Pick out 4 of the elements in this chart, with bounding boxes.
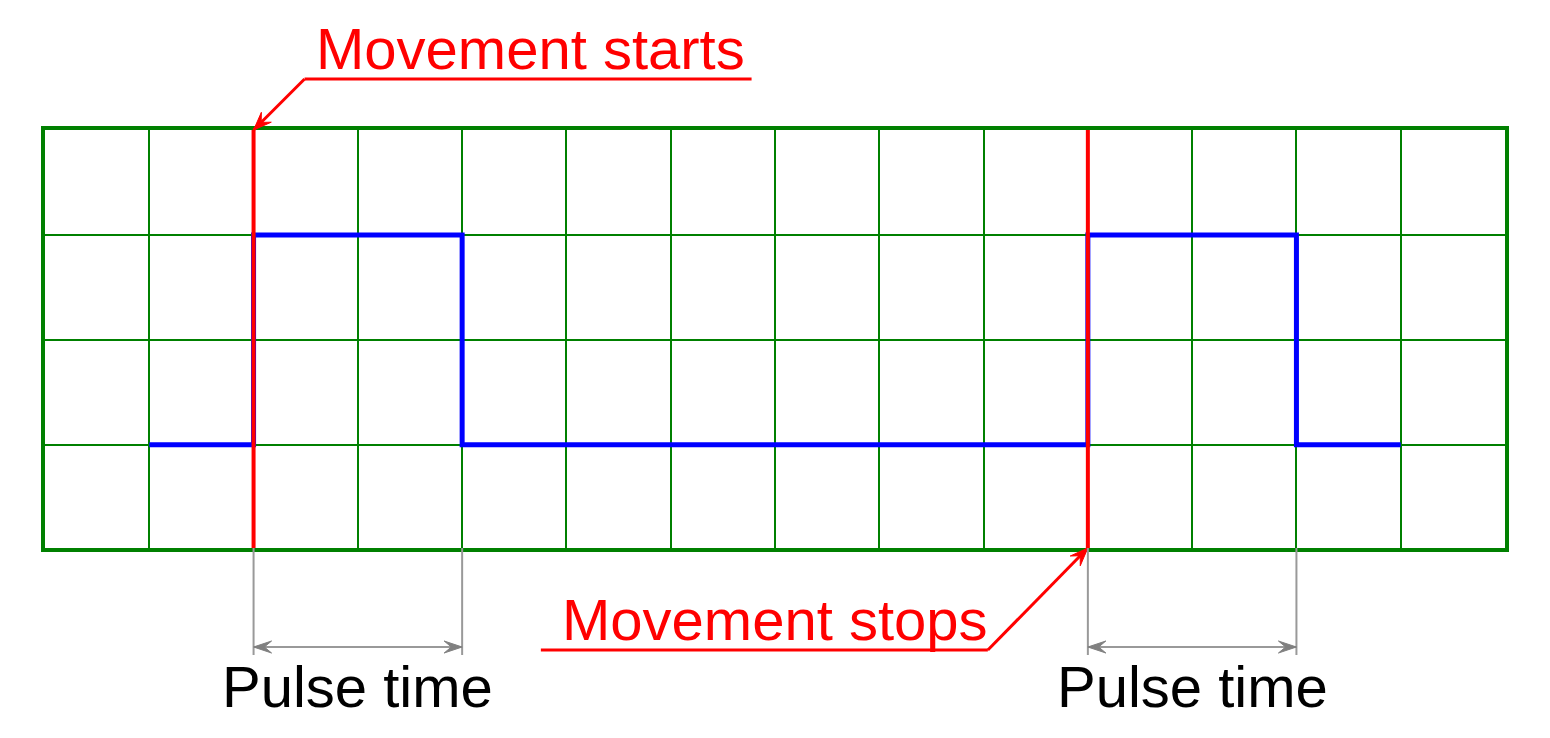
text: Movement stops (562, 587, 988, 652)
text: Pulse time (222, 654, 493, 719)
text: Movement starts (316, 16, 745, 81)
text: Pulse time (1057, 654, 1328, 719)
